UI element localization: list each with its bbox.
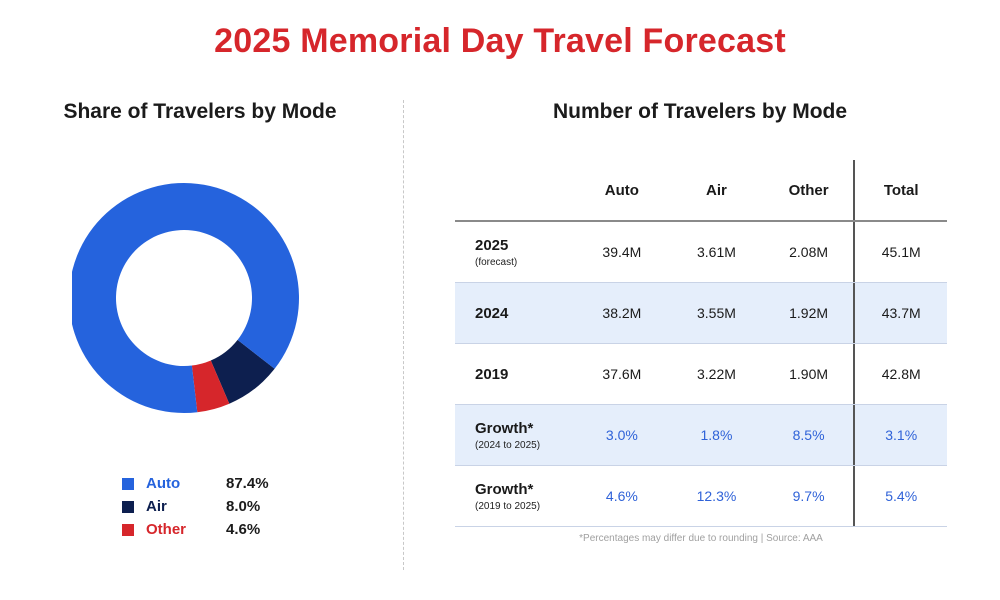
cell-auto: 4.6% [605, 488, 638, 504]
row-label-cell: Growth* (2024 to 2025) [455, 420, 575, 451]
row-label: Growth* [475, 480, 534, 498]
cell-total: 5.4% [853, 466, 947, 526]
legend-value: 8.0% [226, 498, 261, 515]
legend-label: Auto [146, 475, 181, 492]
table-row: 2019 37.6M 3.22M 1.90M 42.8M [455, 344, 947, 405]
legend-value: 87.4% [226, 475, 269, 492]
row-label-cell: 2019 [455, 366, 575, 383]
table-row: Growth* (2024 to 2025) 3.0% 1.8% 8.5% 3.1% [455, 405, 947, 466]
legend-item-air: Air 8.0% [122, 495, 269, 518]
cell-total: 42.8M [853, 344, 947, 404]
cell-air: 3.61M [697, 244, 736, 260]
row-label-cell: 2025 (forecast) [455, 237, 575, 268]
donut-chart-svg [69, 182, 299, 413]
cell-air: 3.22M [697, 366, 736, 382]
row-sublabel: (2019 to 2025) [475, 500, 541, 512]
legend-value: 4.6% [226, 521, 261, 538]
donut-slice-other [191, 360, 230, 413]
table-row: 2024 38.2M 3.55M 1.92M 43.7M [455, 283, 947, 344]
cell-other: 2.08M [789, 244, 829, 260]
donut-legend: Auto 87.4% Air 8.0% Other 4.6% [122, 472, 269, 541]
panel-divider [403, 100, 404, 570]
cell-air: 12.3% [696, 488, 737, 504]
row-label: 2019 [475, 365, 509, 383]
header-cell-auto: Auto [604, 181, 639, 199]
legend-label: Air [146, 498, 167, 515]
donut-slice-auto [69, 182, 299, 413]
row-sublabel: (forecast) [475, 256, 518, 268]
table-row: 2025 (forecast) 39.4M 3.61M 2.08M 45.1M [455, 222, 947, 283]
legend-item-auto: Auto 87.4% [122, 472, 269, 495]
table-title: Number of Travelers by Mode [552, 100, 848, 123]
page-title: 2025 Memorial Day Travel Forecast [214, 22, 786, 60]
row-label-cell: 2024 [455, 305, 575, 322]
donut-chart [69, 170, 302, 430]
footnote: *Percentages may differ due to rounding … [579, 533, 823, 544]
cell-other: 9.7% [792, 488, 825, 504]
donut-slice-air [210, 339, 275, 404]
cell-other: 1.92M [789, 305, 829, 321]
cell-auto: 3.0% [605, 427, 638, 443]
legend-swatch [122, 523, 134, 536]
cell-total: 3.1% [853, 405, 947, 465]
row-label: 2024 [475, 304, 509, 322]
row-label-cell: Growth* (2019 to 2025) [455, 481, 575, 512]
table-header-row: Auto Air Other Total [455, 160, 947, 222]
header-cell-other: Other [788, 181, 829, 199]
row-sublabel: (2024 to 2025) [475, 439, 541, 451]
cell-total: 43.7M [853, 283, 947, 343]
cell-air: 3.55M [697, 305, 736, 321]
cell-auto: 39.4M [602, 244, 642, 260]
legend-swatch [122, 500, 134, 513]
travelers-table: Auto Air Other Total 2025 (forecast) 39.4M… [455, 160, 947, 527]
cell-air: 1.8% [700, 427, 733, 443]
legend-swatch [122, 477, 134, 490]
cell-total: 45.1M [853, 222, 947, 282]
header-cell-total: Total [853, 160, 947, 220]
legend-label: Other [146, 521, 187, 538]
row-label: 2025 [475, 236, 509, 254]
cell-other: 8.5% [792, 427, 825, 443]
legend-item-other: Other 4.6% [122, 518, 269, 541]
donut-chart-title: Share of Travelers by Mode [63, 100, 337, 123]
cell-auto: 38.2M [602, 305, 642, 321]
row-label: Growth* [475, 419, 534, 437]
table-row: Growth* (2019 to 2025) 4.6% 12.3% 9.7% 5.4% [455, 466, 947, 527]
header-cell-air: Air [706, 181, 727, 199]
cell-auto: 37.6M [602, 366, 642, 382]
cell-other: 1.90M [789, 366, 829, 382]
